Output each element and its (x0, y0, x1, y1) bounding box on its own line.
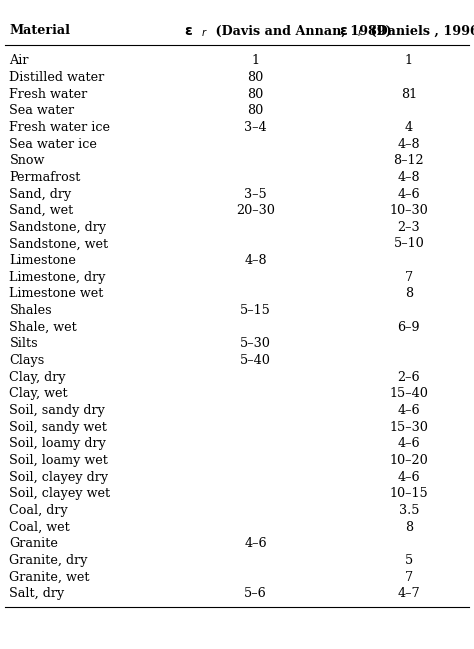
Text: 80: 80 (247, 71, 264, 84)
Text: 4–6: 4–6 (244, 537, 267, 550)
Text: Granite, dry: Granite, dry (9, 554, 88, 567)
Text: Granite, wet: Granite, wet (9, 570, 90, 583)
Text: Clays: Clays (9, 354, 45, 367)
Text: 15–40: 15–40 (390, 387, 428, 400)
Text: Soil, sandy dry: Soil, sandy dry (9, 404, 105, 417)
Text: 3–5: 3–5 (244, 188, 267, 201)
Text: Limestone wet: Limestone wet (9, 288, 104, 300)
Text: 3–4: 3–4 (244, 121, 267, 134)
Text: Sand, dry: Sand, dry (9, 188, 72, 201)
Text: 1: 1 (405, 55, 413, 67)
Text: Snow: Snow (9, 154, 45, 167)
Text: Granite: Granite (9, 537, 58, 550)
Text: Soil, loamy dry: Soil, loamy dry (9, 437, 106, 450)
Text: 4–6: 4–6 (398, 471, 420, 484)
Text: Shale, wet: Shale, wet (9, 321, 77, 334)
Text: Limestone: Limestone (9, 254, 76, 267)
Text: 7: 7 (405, 570, 413, 583)
Text: Permafrost: Permafrost (9, 171, 81, 184)
Text: 1: 1 (252, 55, 260, 67)
Text: Silts: Silts (9, 337, 38, 350)
Text: Soil, clayey wet: Soil, clayey wet (9, 487, 110, 500)
Text: 2–6: 2–6 (398, 371, 420, 384)
Text: Distilled water: Distilled water (9, 71, 105, 84)
Text: 4–8: 4–8 (398, 138, 420, 151)
Text: Fresh water ice: Fresh water ice (9, 121, 110, 134)
Text: 3.5: 3.5 (399, 504, 419, 517)
Text: Sea water ice: Sea water ice (9, 138, 97, 151)
Text: Shales: Shales (9, 304, 52, 317)
Text: 5: 5 (405, 554, 413, 567)
Text: 80: 80 (247, 104, 264, 117)
Text: Material: Material (9, 24, 70, 37)
Text: Salt, dry: Salt, dry (9, 587, 64, 600)
Text: 4–6: 4–6 (398, 404, 420, 417)
Text: Soil, sandy wet: Soil, sandy wet (9, 421, 107, 434)
Text: $\mathit{r}$: $\mathit{r}$ (201, 27, 208, 38)
Text: 20–30: 20–30 (236, 204, 275, 217)
Text: Coal, dry: Coal, dry (9, 504, 68, 517)
Text: 4–6: 4–6 (398, 188, 420, 201)
Text: 10–30: 10–30 (390, 204, 428, 217)
Text: Sand, wet: Sand, wet (9, 204, 73, 217)
Text: Sea water: Sea water (9, 104, 74, 117)
Text: 8: 8 (405, 520, 413, 533)
Text: 7: 7 (405, 271, 413, 284)
Text: 2–3: 2–3 (398, 221, 420, 234)
Text: $\mathit{r}$: $\mathit{r}$ (357, 27, 364, 38)
Text: 8: 8 (405, 288, 413, 300)
Text: Fresh water: Fresh water (9, 88, 88, 101)
Text: Clay, dry: Clay, dry (9, 371, 66, 384)
Text: 4–7: 4–7 (398, 587, 420, 600)
Text: 80: 80 (247, 88, 264, 101)
Text: 4–8: 4–8 (398, 171, 420, 184)
Text: Soil, clayey dry: Soil, clayey dry (9, 471, 109, 484)
Text: $\mathbf{\varepsilon}$: $\mathbf{\varepsilon}$ (183, 24, 192, 38)
Text: 4–8: 4–8 (244, 254, 267, 267)
Text: Coal, wet: Coal, wet (9, 520, 70, 533)
Text: 5–15: 5–15 (240, 304, 271, 317)
Text: 5–6: 5–6 (244, 587, 267, 600)
Text: Clay, wet: Clay, wet (9, 387, 68, 400)
Text: 5–10: 5–10 (393, 238, 424, 251)
Text: 4–6: 4–6 (398, 437, 420, 450)
Text: Sandstone, wet: Sandstone, wet (9, 238, 109, 251)
Text: 5–40: 5–40 (240, 354, 271, 367)
Text: (Daniels , 1996): (Daniels , 1996) (366, 24, 474, 37)
Text: 10–20: 10–20 (390, 454, 428, 467)
Text: 6–9: 6–9 (398, 321, 420, 334)
Text: Limestone, dry: Limestone, dry (9, 271, 106, 284)
Text: 8–12: 8–12 (393, 154, 424, 167)
Text: Air: Air (9, 55, 29, 67)
Text: 15–30: 15–30 (390, 421, 428, 434)
Text: Soil, loamy wet: Soil, loamy wet (9, 454, 108, 467)
Text: Sandstone, dry: Sandstone, dry (9, 221, 107, 234)
Text: $\mathbf{\varepsilon}$: $\mathbf{\varepsilon}$ (339, 24, 348, 38)
Text: 81: 81 (401, 88, 417, 101)
Text: 5–30: 5–30 (240, 337, 271, 350)
Text: (Davis and Annan, 1989): (Davis and Annan, 1989) (210, 24, 391, 37)
Text: 4: 4 (405, 121, 413, 134)
Text: 10–15: 10–15 (390, 487, 428, 500)
